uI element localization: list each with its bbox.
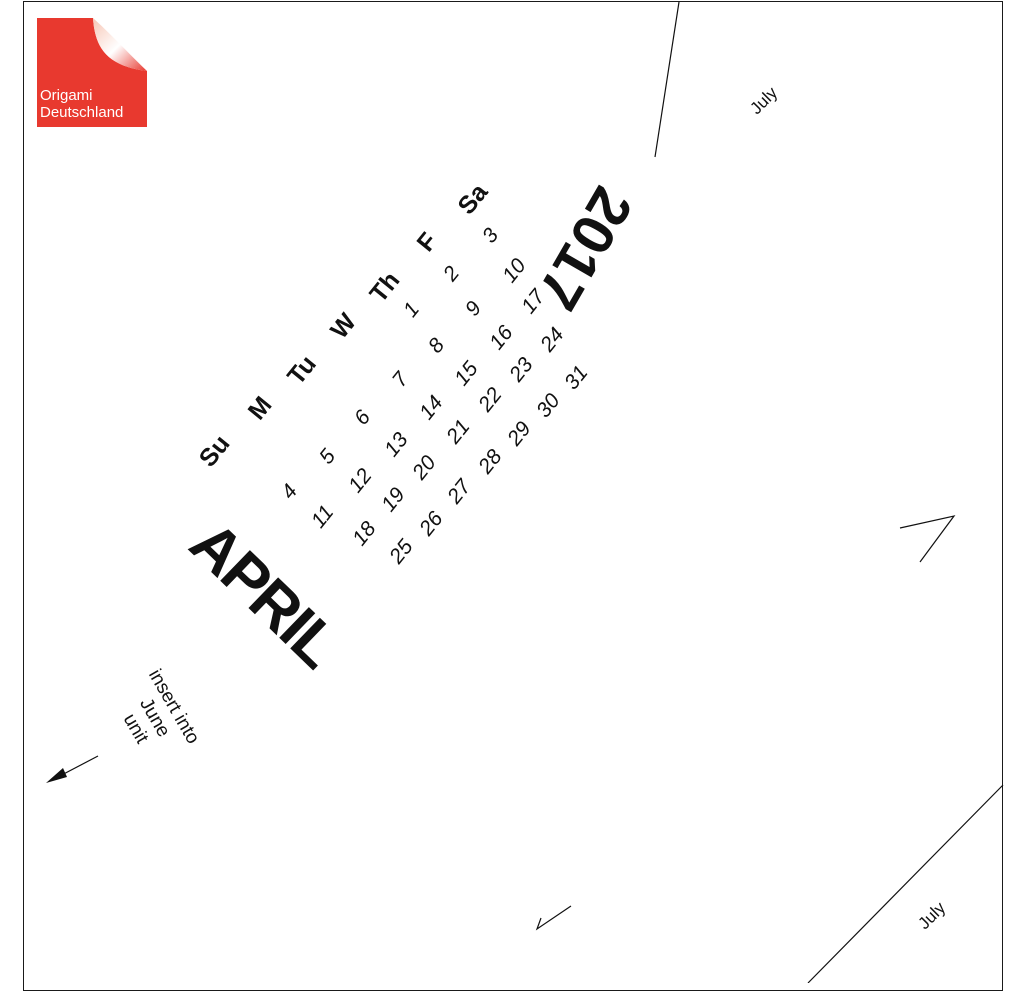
logo-line-2: Deutschland (40, 104, 124, 121)
fold-line-bottom-right (807, 784, 1004, 983)
logo-text: Origami Deutschland (40, 87, 123, 121)
fold-line-top (654, 1, 680, 158)
origami-deutschland-logo (37, 18, 147, 127)
fold-mark-right (899, 515, 956, 563)
arrow-head-icon (46, 768, 67, 783)
fold-mark-bottom (535, 905, 572, 931)
logo-line-1: Origami (40, 87, 93, 104)
